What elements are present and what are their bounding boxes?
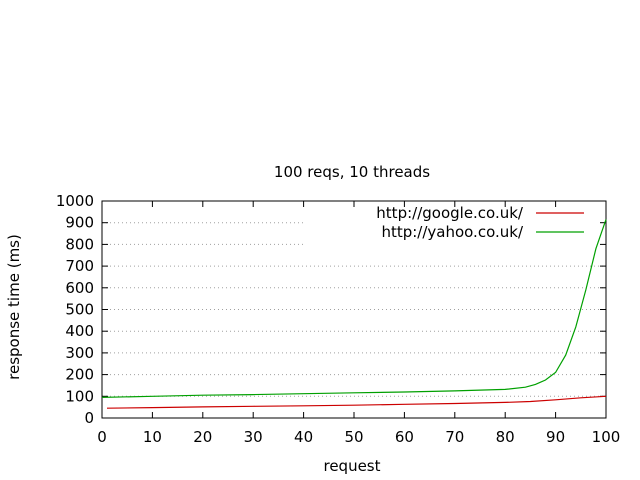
- series-lines: [101, 219, 607, 409]
- legend: http://google.co.uk/http://yahoo.co.uk/: [376, 204, 584, 241]
- y-tick-label: 100: [65, 387, 94, 405]
- x-tick-label: 0: [97, 428, 107, 446]
- series-line-1: [106, 395, 607, 409]
- x-tick-label: 100: [592, 428, 621, 446]
- x-tick-label: 10: [143, 428, 162, 446]
- legend-label: http://yahoo.co.uk/: [381, 223, 524, 241]
- grid-lines: [102, 222, 606, 397]
- x-tick-label: 50: [344, 428, 363, 446]
- x-tick-label: 60: [395, 428, 414, 446]
- x-tick-label: 70: [445, 428, 464, 446]
- y-tick-label: 600: [65, 279, 94, 297]
- y-tick-label: 300: [65, 344, 94, 362]
- x-tick-label: 30: [244, 428, 263, 446]
- x-tick-label: 40: [294, 428, 313, 446]
- y-tick-label: 800: [65, 235, 94, 253]
- y-axis-ticks: 0 100 200 300 400 500 600 700 800 900 1000: [56, 192, 606, 427]
- y-tick-label: 1000: [56, 192, 94, 210]
- y-tick-label: 200: [65, 366, 94, 384]
- x-axis-label: request: [323, 457, 380, 475]
- chart-title: 100 reqs, 10 threads: [274, 163, 430, 181]
- y-tick-label: 0: [84, 409, 94, 427]
- y-tick-label: 700: [65, 257, 94, 275]
- x-tick-label: 80: [496, 428, 515, 446]
- y-tick-label: 500: [65, 301, 94, 319]
- series-line-2: [101, 219, 607, 398]
- legend-label: http://google.co.uk/: [376, 204, 524, 222]
- y-tick-label: 900: [65, 214, 94, 232]
- y-tick-label: 400: [65, 322, 94, 340]
- x-tick-label: 20: [193, 428, 212, 446]
- x-axis-ticks: 0 10 20 30 40 50 60 70 80 90 100: [97, 201, 620, 446]
- x-tick-label: 90: [546, 428, 565, 446]
- y-axis-label: response time (ms): [5, 234, 23, 380]
